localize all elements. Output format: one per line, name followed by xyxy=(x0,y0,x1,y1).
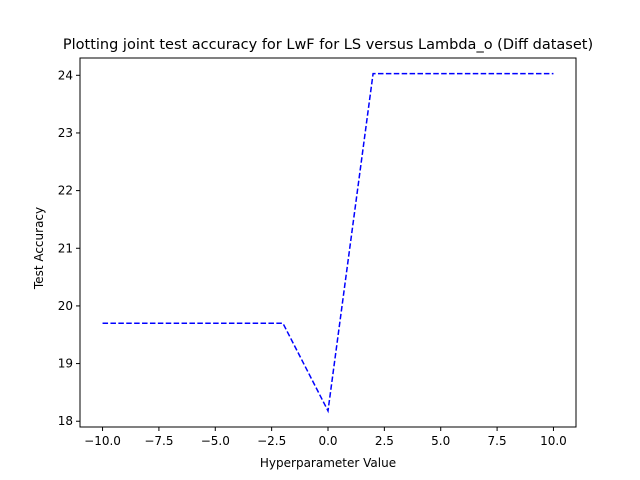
y-tick-label: 20 xyxy=(58,299,73,313)
series-line xyxy=(102,72,554,414)
x-tick-label: 7.5 xyxy=(488,434,507,448)
y-tick-label: 18 xyxy=(58,414,73,428)
x-tick-label: −10.0 xyxy=(84,434,121,448)
x-tick-label: −5.0 xyxy=(201,434,230,448)
chart-title: Plotting joint test accuracy for LwF for… xyxy=(63,37,593,53)
x-tick-label: 2.5 xyxy=(375,434,394,448)
x-tick-label: 0.0 xyxy=(318,434,337,448)
y-tick-label: 23 xyxy=(58,126,73,140)
x-tick-label: −7.5 xyxy=(144,434,173,448)
x-tick-label: −2.5 xyxy=(257,434,286,448)
y-axis: 18 19 20 21 22 23 24 xyxy=(58,68,80,428)
series-layer xyxy=(102,72,554,414)
x-axis-title: Hyperparameter Value xyxy=(260,456,396,470)
y-tick-label: 24 xyxy=(58,68,73,82)
x-tick-label: 10.0 xyxy=(540,434,567,448)
y-tick-label: 22 xyxy=(58,184,73,198)
x-tick-label: 5.0 xyxy=(431,434,450,448)
y-tick-label: 21 xyxy=(58,241,73,255)
x-axis: −10.0 −7.5 −5.0 −2.5 0.0 2.5 5.0 7.5 10.0 xyxy=(84,427,567,448)
y-axis-title: Test Accuracy xyxy=(32,207,46,290)
y-tick-label: 19 xyxy=(58,357,73,371)
